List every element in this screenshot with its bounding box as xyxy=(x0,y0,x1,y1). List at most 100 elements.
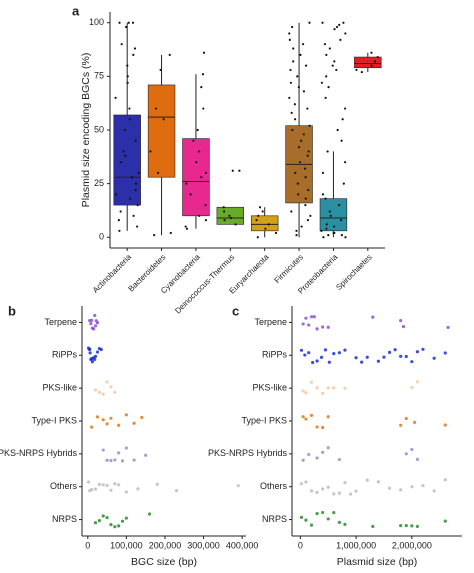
point xyxy=(309,413,314,417)
point xyxy=(309,380,314,384)
point xyxy=(304,176,307,179)
point xyxy=(124,25,128,29)
point xyxy=(337,491,341,495)
point xyxy=(387,350,392,354)
point xyxy=(373,60,377,63)
point xyxy=(292,47,295,50)
y-tick-label: PKS-NRPS Hybrids xyxy=(0,448,77,458)
point xyxy=(189,193,192,196)
point xyxy=(156,171,160,175)
point xyxy=(290,210,293,213)
point xyxy=(93,388,98,392)
point xyxy=(321,510,325,515)
point xyxy=(320,81,323,84)
point xyxy=(393,348,397,352)
point xyxy=(376,55,379,59)
point xyxy=(304,203,307,207)
y-tick-label: 0 xyxy=(99,232,104,242)
point xyxy=(343,161,347,164)
point xyxy=(326,386,330,390)
point xyxy=(333,60,336,63)
point xyxy=(335,68,338,72)
point xyxy=(309,214,312,217)
point xyxy=(162,118,165,121)
point xyxy=(255,219,258,222)
point xyxy=(140,415,144,420)
point xyxy=(399,524,403,528)
point xyxy=(304,518,308,522)
point xyxy=(399,319,403,323)
point xyxy=(149,150,152,153)
point xyxy=(415,350,420,354)
point xyxy=(120,43,123,46)
point xyxy=(133,47,137,50)
point xyxy=(341,118,344,121)
point xyxy=(264,227,267,230)
point xyxy=(342,21,345,24)
x-tick-label: 300,000 xyxy=(187,540,220,550)
point xyxy=(325,223,328,226)
y-tick-label: NRPS xyxy=(262,514,287,524)
point xyxy=(114,96,117,99)
point xyxy=(95,415,100,419)
point xyxy=(202,107,205,110)
point xyxy=(337,203,341,207)
point xyxy=(312,315,316,319)
point xyxy=(113,525,117,529)
point xyxy=(304,417,308,421)
point xyxy=(118,229,121,232)
point xyxy=(443,423,447,427)
point xyxy=(415,524,420,529)
panel-label: b xyxy=(8,303,16,318)
x-tick-label: 200,000 xyxy=(149,540,182,550)
point xyxy=(136,225,139,228)
point xyxy=(320,229,323,232)
point xyxy=(309,489,314,493)
point xyxy=(93,354,98,358)
point xyxy=(291,128,294,132)
point xyxy=(337,457,341,462)
point xyxy=(343,348,347,352)
point xyxy=(132,53,135,57)
point xyxy=(371,524,375,528)
point xyxy=(294,171,297,175)
point xyxy=(307,351,311,355)
point xyxy=(340,234,343,237)
point xyxy=(307,452,311,457)
point xyxy=(109,522,113,527)
point xyxy=(185,227,189,230)
point xyxy=(308,124,311,127)
point xyxy=(117,219,120,222)
point xyxy=(109,416,113,420)
point xyxy=(354,356,358,360)
point xyxy=(288,32,291,35)
point xyxy=(410,385,414,390)
point xyxy=(299,348,304,352)
point xyxy=(331,64,334,67)
point xyxy=(134,182,138,185)
point xyxy=(302,90,306,93)
point xyxy=(404,452,408,456)
y-tick-label: Others xyxy=(50,481,78,491)
point xyxy=(306,219,310,222)
point xyxy=(410,447,414,452)
point xyxy=(295,234,298,237)
point xyxy=(399,488,403,492)
point xyxy=(315,327,319,331)
point xyxy=(432,356,436,360)
point xyxy=(326,325,330,329)
y-tick-label: RiPPs xyxy=(52,350,78,360)
box xyxy=(354,56,382,69)
box xyxy=(147,84,176,178)
point xyxy=(198,214,201,217)
point xyxy=(127,21,130,24)
x-axis-title: BGC size (bp) xyxy=(131,556,197,568)
point xyxy=(261,210,264,213)
point xyxy=(376,480,380,484)
point xyxy=(404,416,408,421)
point xyxy=(113,458,117,462)
point xyxy=(113,390,117,394)
point xyxy=(93,357,97,362)
point xyxy=(443,351,447,355)
point xyxy=(105,380,109,384)
